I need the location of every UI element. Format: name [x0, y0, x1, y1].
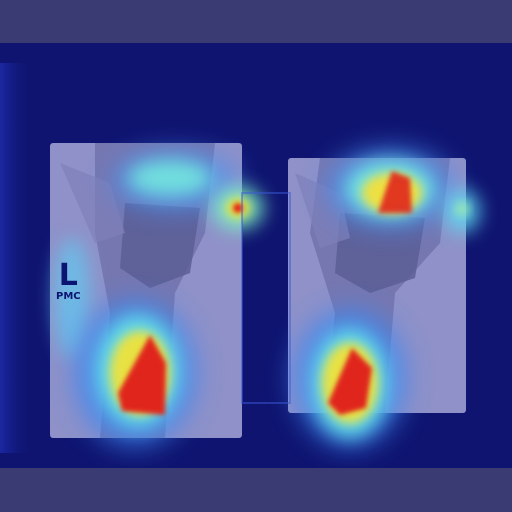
side-marker: L PMC — [56, 261, 81, 302]
top-letterbox-band — [0, 0, 512, 43]
bottom-letterbox-band — [0, 468, 512, 512]
heatmap-overlay — [0, 63, 480, 453]
xray-heatmap-area: L PMC — [0, 43, 512, 468]
side-marker-letter: L — [58, 258, 78, 293]
side-marker-subtext: PMC — [56, 291, 81, 302]
